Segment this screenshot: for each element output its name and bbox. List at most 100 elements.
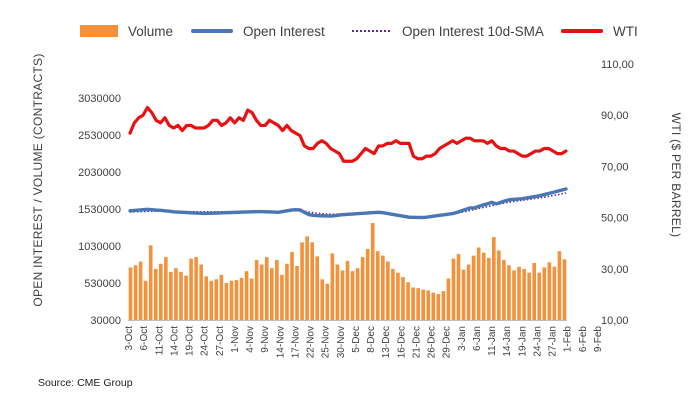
volume-bar [476,247,481,320]
x-axis-tick-label: 14-Nov [275,326,286,358]
x-axis-tick-label: 9-Feb [593,326,604,353]
volume-bar [164,257,168,320]
volume-bar [320,279,325,320]
right-axis-tick-label: 10,00 [601,315,629,327]
source-note: Source: CME Group [38,377,133,389]
right-axis-tick-label: 90,00 [601,110,629,122]
x-axis-tick-label: 9-Nov [260,326,271,353]
volume-bar [174,268,178,320]
volume-bar [461,269,466,320]
left-axis-tick-label: 530000 [84,278,121,290]
volume-bar [179,271,183,320]
x-axis-tick-label: 14-Oct [169,326,180,356]
volume-bar [275,260,279,320]
x-axis-tick-label: 17-Nov [290,326,301,358]
x-axis-tick-label: 6-Oct [139,326,150,351]
volume-bar [401,277,405,320]
volume-bar [517,266,521,320]
volume-bar [512,270,516,320]
x-axis-tick-label: 29-Dec [442,326,453,358]
volume-bar [295,265,299,320]
volume-bar [451,258,456,320]
volume-bar [315,256,320,320]
left-axis-tick-label: 30000 [90,315,121,327]
volume-bar [143,280,148,320]
x-axis-tick-label: 11-Oct [154,326,165,355]
x-axis-tick-label: 3-Oct [124,326,135,351]
x-axis-tick-label: 16-Dec [396,326,407,358]
x-axis-tick-label: 27-Jan [548,326,559,357]
volume-bar [375,251,380,320]
volume-bar [542,267,547,320]
volume-bar [138,261,143,320]
left-axis-title: OPEN INTEREST / VOLUME (CONTRACTS) [31,53,45,306]
legend-label: Open Interest 10d-SMA [402,24,544,39]
volume-bar [300,242,304,320]
right-axis-tick-label: 70,00 [601,161,629,173]
volume-bar [148,245,153,320]
volume-bar [431,292,436,320]
right-axis-title: WTI ($ PER BARREL) [669,113,683,238]
volume-bar [209,280,214,320]
x-axis-tick-label: 8-Dec [366,326,377,353]
volume-bar [527,272,531,320]
x-axis-tick-label: 27-Oct [215,326,226,356]
volume-bar [350,271,355,320]
volume-bar [507,265,511,320]
volume-bar [229,280,234,320]
volume-bar [199,264,203,320]
x-axis-tick-label: 21-Dec [412,326,423,358]
volume-bar [254,260,259,320]
volume-bar [305,236,309,320]
volume-bar [391,268,395,320]
volume-bar [532,263,537,320]
volume-bar [441,291,446,320]
volume-bar [411,287,415,320]
volume-bar [153,268,158,320]
volume-bar [184,275,188,320]
volume-bar [370,223,375,320]
volume-bar [537,272,542,320]
volume-bar [264,257,269,320]
volume-bar [386,261,390,320]
volume-bar [214,279,219,320]
volume-bar [269,268,274,320]
left-axis-tick-label: 1530000 [78,204,121,216]
left-axis-tick-label: 2030000 [78,167,121,179]
volume-bar [345,260,350,320]
x-axis-tick-label: 30-Nov [336,326,347,358]
volume-bar [325,283,330,320]
legend-swatch-volume [80,25,118,37]
volume-bar [360,257,365,320]
x-axis-tick-label: 5-Dec [351,326,362,353]
right-axis-tick-label: 30,00 [601,264,629,276]
right-axis-tick-label: 110,00 [601,59,634,71]
volume-bar [421,289,425,320]
wti-line [128,105,568,163]
x-axis-tick-label: 1-Feb [563,326,574,353]
volume-bar [456,254,461,320]
volume-bar [562,259,567,320]
volume-bar [189,258,193,320]
volume-bar [280,274,284,320]
x-axis-tick-label: 3-Jan [457,326,468,351]
volume-bar [466,264,471,320]
volume-bar [128,267,133,320]
volume-bar [486,257,491,320]
volume-bar [547,262,552,320]
left-axis-tick-label: 2530000 [78,130,121,142]
volume-bar [497,250,501,320]
volume-bar [481,252,486,320]
volume-bar [416,288,420,320]
volume-bar [381,255,385,320]
x-axis-tick-label: 14-Jan [502,326,513,357]
volume-bar [194,257,198,320]
x-axis-tick-label: 26-Dec [427,326,438,358]
open-interest-line [128,187,568,220]
x-axis-tick-label: 6-Feb [578,326,589,353]
x-axis-tick-label: 24-Oct [200,326,211,356]
volume-bar [471,255,476,320]
x-axis-tick-label: 6-Jan [472,326,483,351]
